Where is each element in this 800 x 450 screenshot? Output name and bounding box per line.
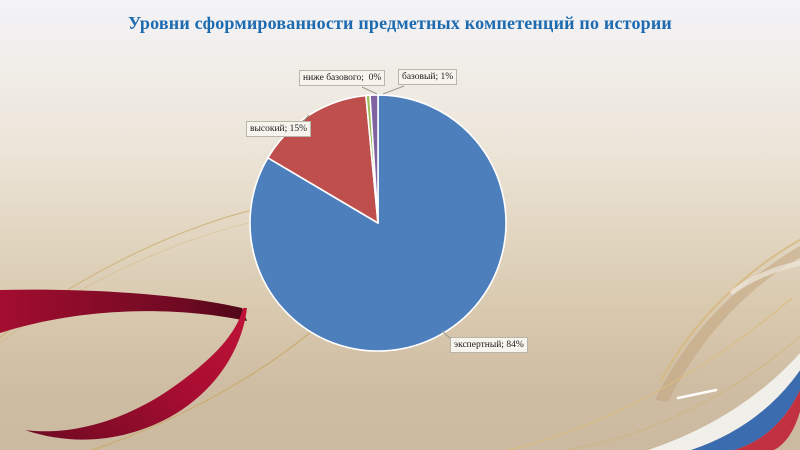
pie-label-below-basic: ниже базового; 0% (299, 70, 386, 86)
pie-label-expert: экспертный; 84% (450, 337, 528, 353)
pie-label-basic: базовый; 1% (398, 69, 458, 85)
pie-slice-базовый (369, 94, 379, 224)
pie-label-high: высокий; 15% (246, 121, 312, 137)
slide-title: Уровни сформированности предметных компе… (127, 13, 673, 33)
